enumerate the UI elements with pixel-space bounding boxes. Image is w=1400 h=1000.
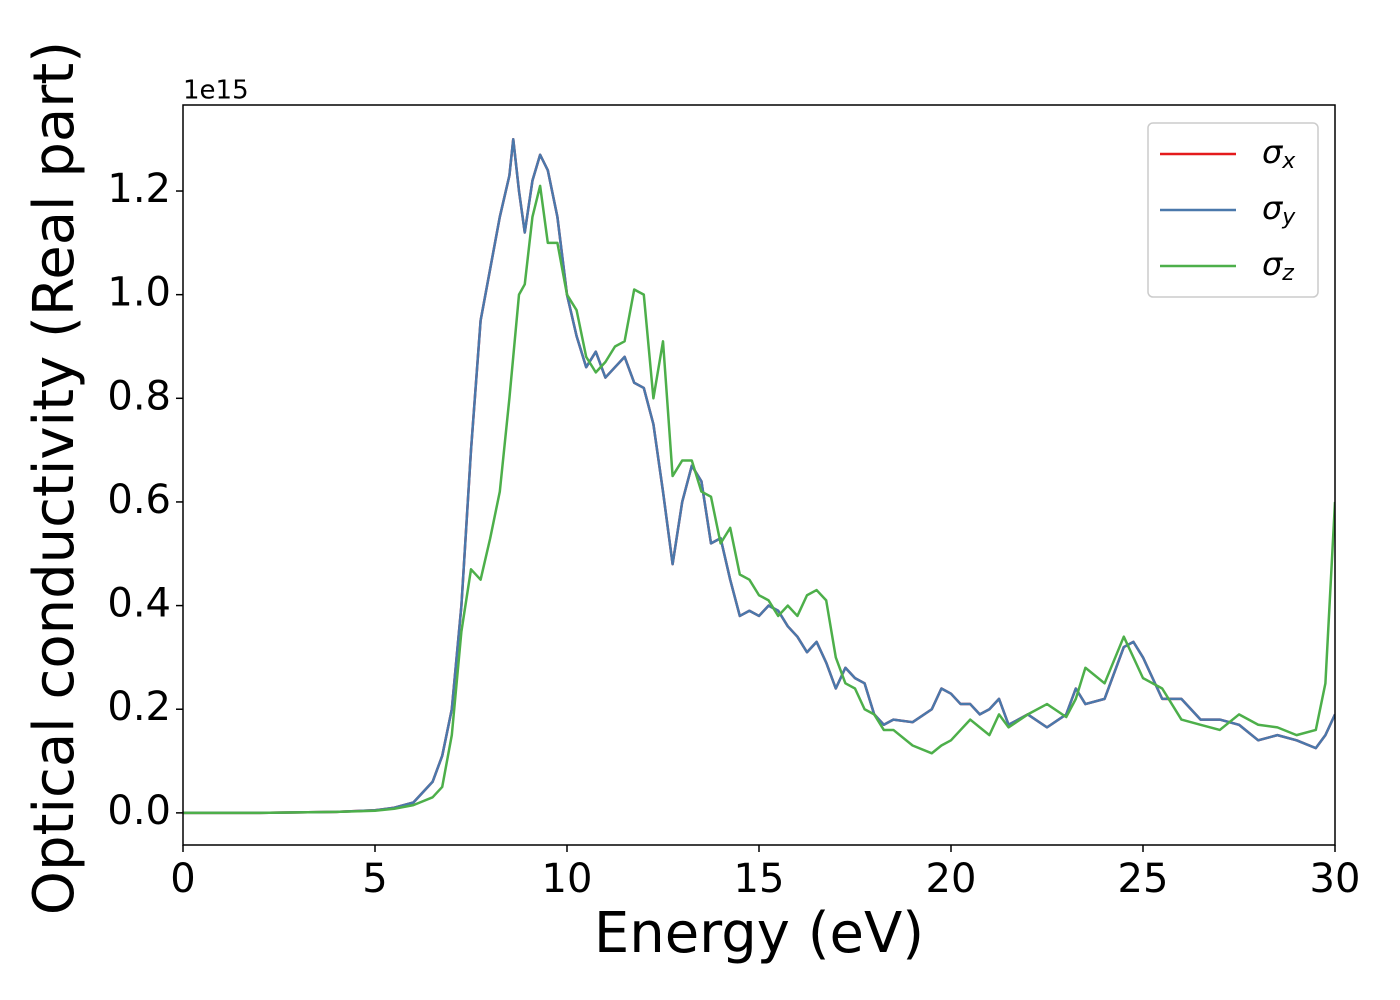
- x-axis-label: Energy (eV): [594, 901, 924, 966]
- y-tick-label: 0.8: [107, 373, 171, 419]
- x-tick-label: 5: [362, 856, 387, 902]
- x-tick-label: 20: [926, 856, 977, 902]
- x-tick-label: 15: [734, 856, 785, 902]
- y-tick-label: 1.0: [107, 270, 171, 316]
- y-offset: 1e15: [183, 76, 249, 106]
- x-tick-label: 10: [542, 856, 593, 902]
- x-tick-label: 0: [170, 856, 195, 902]
- y-tick-label: 0.6: [107, 477, 171, 523]
- series-line: [183, 184, 1335, 815]
- series-line: [183, 137, 1335, 815]
- y-tick-label: 1.2: [107, 166, 171, 212]
- legend-label: σy: [1262, 189, 1296, 230]
- y-tick-label: 0.2: [107, 684, 171, 730]
- legend-label: σx: [1262, 133, 1296, 174]
- y-axis-label: Optical conductivity (Real part): [22, 41, 87, 915]
- y-tick-label: 0.0: [107, 788, 171, 834]
- x-tick-label: 25: [1118, 856, 1169, 902]
- x-tick-label: 30: [1310, 856, 1361, 902]
- y-tick-label: 0.4: [107, 581, 171, 627]
- plot-frame: [182, 104, 1336, 846]
- legend-label: σz: [1262, 245, 1294, 286]
